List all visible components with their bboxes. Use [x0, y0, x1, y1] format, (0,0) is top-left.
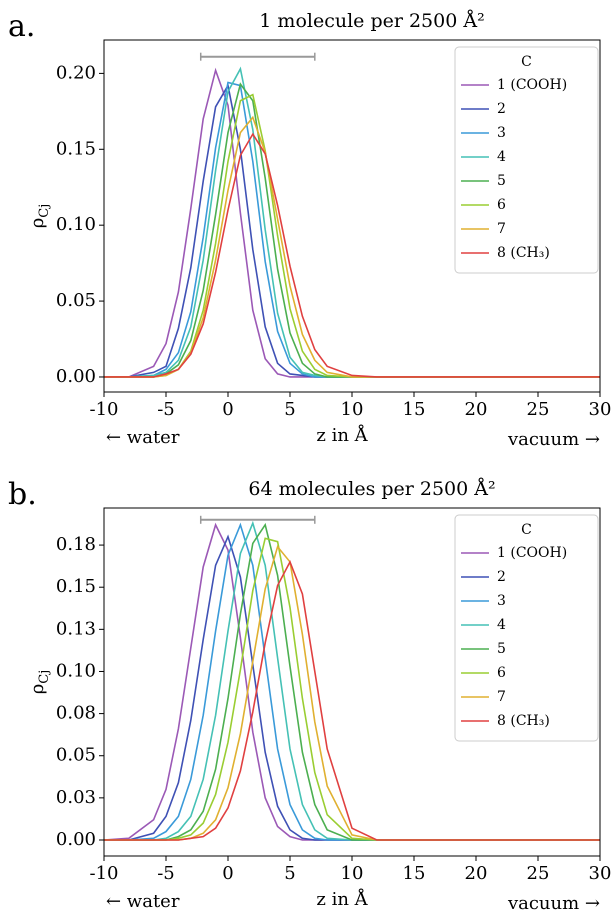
series-line	[104, 132, 600, 378]
x-tick-label: 30	[589, 399, 612, 420]
x-tick-label: -5	[157, 399, 175, 420]
chart-title: 1 molecule per 2500 Å²	[259, 10, 484, 32]
x-tick-label: 5	[284, 863, 295, 884]
panel: a. 1 molecule per 2500 Å² 0.00 0.05 0.10 0.15…	[8, 9, 611, 450]
series-line	[104, 560, 600, 841]
y-tick-label: 0.00	[56, 366, 96, 387]
x-tick-label: 15	[403, 399, 426, 420]
x-tick-label: 0	[222, 863, 233, 884]
legend-box	[454, 514, 599, 742]
x-tick-label: 20	[465, 399, 488, 420]
legend-label: 4	[497, 617, 506, 633]
y-tick-label: 0.10	[56, 214, 96, 235]
legend-label: 1 (COOH)	[497, 77, 567, 93]
x-axis-label: z in Å	[316, 424, 368, 446]
panel-label: a.	[8, 9, 35, 44]
y-tick-label: 0.05	[56, 745, 96, 766]
legend-label: 6	[497, 665, 506, 681]
y-tick-label: 0.10	[56, 660, 96, 681]
x-left-label: ← water	[106, 891, 180, 912]
legend-label: 7	[497, 221, 506, 237]
y-tick-label: 0.20	[56, 62, 96, 83]
y-tick-label: 0.00	[56, 829, 96, 850]
y-tick-label: 0.08	[56, 703, 96, 724]
y-tick-label: 0.03	[56, 787, 96, 808]
legend-label: 1 (COOH)	[497, 545, 567, 561]
legend-label: 2	[497, 569, 506, 585]
x-tick-label: -10	[90, 863, 119, 884]
legend-label: 8 (CH₃)	[497, 713, 550, 729]
x-right-label: vacuum →	[507, 429, 600, 450]
x-tick-label: 30	[589, 863, 612, 884]
y-axis-label: ρCj	[27, 204, 52, 229]
y-tick-label: 0.15	[56, 576, 96, 597]
panel: b. 64 molecules per 2500 Å² 0.00 0.03 0.05 0.…	[8, 477, 611, 912]
x-tick-label: 15	[403, 863, 426, 884]
x-tick-label: -5	[157, 863, 175, 884]
x-right-label: vacuum →	[507, 893, 600, 912]
axes-frame	[103, 507, 601, 857]
y-tick-label: 0.15	[56, 138, 96, 159]
y-label-subscript: Cj	[37, 204, 52, 218]
x-tick-label: 10	[341, 399, 364, 420]
legend-label: 2	[497, 101, 506, 117]
panel-label: b.	[8, 477, 37, 512]
legend-label: 7	[497, 689, 506, 705]
legend-label: 6	[497, 197, 506, 213]
legend-title: C	[521, 54, 532, 70]
y-tick-label: 0.18	[56, 534, 96, 555]
y-label-symbol: ρ	[27, 684, 48, 695]
axes-frame	[103, 39, 601, 393]
x-left-label: ← water	[106, 427, 180, 448]
legend-label: 4	[497, 149, 506, 165]
legend-label: 5	[497, 641, 506, 657]
x-tick-label: 0	[222, 399, 233, 420]
y-label-symbol: ρ	[27, 218, 48, 229]
x-tick-label: -10	[90, 399, 119, 420]
x-tick-label: 10	[341, 863, 364, 884]
legend-label: 8 (CH₃)	[497, 245, 550, 261]
legend-label: 5	[497, 173, 506, 189]
legend-label: 3	[497, 593, 506, 609]
x-tick-label: 25	[527, 399, 550, 420]
x-tick-label: 5	[284, 399, 295, 420]
legend-box	[454, 46, 599, 274]
legend-label: 3	[497, 125, 506, 141]
chart-title: 64 molecules per 2500 Å²	[248, 478, 495, 500]
x-axis-label: z in Å	[316, 888, 368, 910]
legend-title: C	[521, 522, 532, 538]
x-tick-label: 25	[527, 863, 550, 884]
y-tick-label: 0.05	[56, 290, 96, 311]
y-label-subscript: Cj	[37, 670, 52, 684]
x-tick-label: 20	[465, 863, 488, 884]
y-axis-label: ρCj	[27, 670, 52, 695]
y-tick-label: 0.13	[56, 618, 96, 639]
